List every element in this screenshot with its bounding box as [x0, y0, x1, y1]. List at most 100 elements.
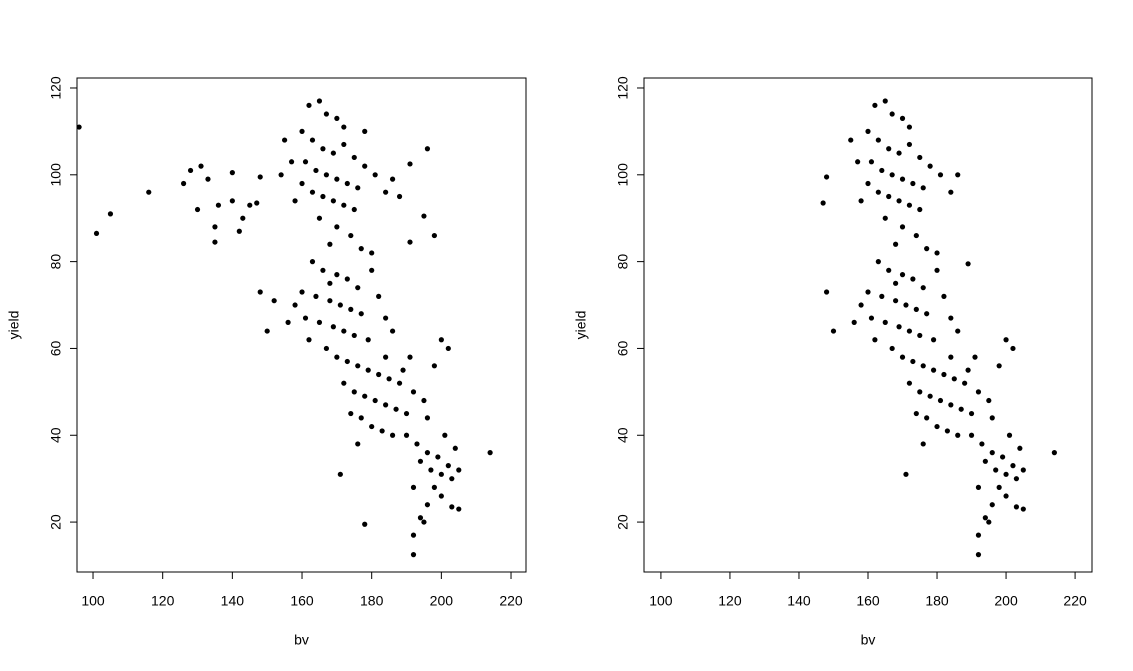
y-axis-label: yield	[573, 311, 589, 340]
y-tick-label: 80	[615, 254, 631, 270]
x-tick-label: 120	[718, 593, 742, 609]
point	[979, 441, 985, 447]
point	[383, 354, 389, 360]
point	[376, 371, 382, 378]
point	[285, 319, 291, 325]
point	[288, 159, 295, 165]
point	[257, 174, 263, 180]
point	[975, 484, 982, 490]
point	[299, 289, 305, 295]
point	[341, 141, 347, 148]
point	[1013, 476, 1020, 482]
point	[1017, 445, 1023, 451]
point	[445, 345, 451, 352]
plot-frame	[76, 77, 527, 573]
x-tick-label: 200	[430, 593, 454, 609]
point	[1006, 432, 1013, 438]
x-tick-label: 140	[221, 593, 245, 609]
point	[920, 185, 926, 191]
point	[327, 241, 333, 247]
point	[823, 289, 830, 295]
point	[355, 363, 361, 369]
point	[442, 432, 448, 438]
point	[369, 423, 375, 430]
point	[868, 315, 875, 321]
point	[351, 154, 357, 161]
point	[306, 337, 312, 343]
point	[330, 324, 336, 330]
point	[886, 267, 892, 273]
point	[323, 111, 330, 117]
point	[899, 272, 906, 278]
point	[107, 211, 114, 217]
point	[379, 428, 385, 434]
point	[438, 493, 444, 499]
point	[428, 467, 434, 473]
point	[351, 389, 357, 395]
point	[886, 193, 892, 200]
point	[924, 415, 930, 421]
point	[855, 159, 861, 165]
x-tick-label: 120	[151, 593, 175, 609]
point	[906, 202, 913, 208]
point	[393, 406, 399, 412]
point	[487, 450, 493, 456]
y-tick-label: 40	[48, 427, 64, 443]
point	[882, 98, 888, 104]
point	[955, 432, 961, 438]
y-tick-label: 100	[48, 163, 64, 187]
point	[424, 146, 431, 152]
x-tick-label: 160	[290, 593, 314, 609]
point	[309, 137, 316, 143]
point	[229, 170, 235, 176]
point	[358, 415, 364, 421]
point	[431, 363, 437, 369]
point	[851, 319, 857, 325]
point	[334, 224, 340, 230]
point	[383, 315, 389, 321]
point	[386, 376, 392, 382]
point	[410, 532, 417, 538]
point	[906, 380, 913, 386]
point	[351, 332, 357, 339]
point	[1003, 471, 1009, 477]
point	[365, 337, 371, 343]
point	[944, 428, 950, 434]
point	[899, 224, 906, 230]
point	[948, 354, 954, 360]
point	[882, 319, 888, 325]
point	[823, 174, 830, 180]
point	[306, 102, 312, 108]
point	[309, 189, 316, 195]
point	[257, 289, 263, 295]
point	[348, 410, 354, 417]
point	[968, 432, 975, 438]
point	[449, 476, 455, 482]
point	[986, 519, 992, 525]
point	[337, 302, 343, 308]
point	[865, 180, 871, 187]
x-tick-label: 200	[994, 593, 1018, 609]
y-tick-label: 20	[615, 514, 631, 530]
x-tick-label: 180	[360, 593, 384, 609]
point	[989, 415, 995, 421]
point	[893, 298, 899, 304]
point	[899, 176, 906, 182]
point	[958, 406, 964, 412]
point	[424, 502, 431, 508]
point	[951, 376, 957, 382]
point	[341, 380, 347, 386]
point	[299, 128, 305, 134]
point	[913, 306, 919, 312]
point	[215, 202, 222, 208]
point	[407, 354, 413, 360]
point	[910, 276, 916, 282]
point	[858, 198, 864, 204]
point	[146, 189, 152, 195]
point	[205, 176, 211, 182]
point	[376, 293, 382, 299]
point	[879, 293, 885, 299]
point	[996, 484, 1002, 490]
point	[903, 302, 909, 308]
